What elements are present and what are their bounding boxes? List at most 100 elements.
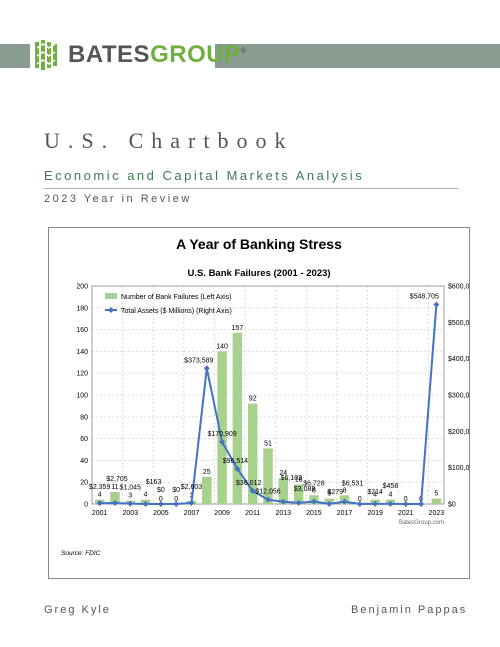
x-axis-tick: 2019 <box>367 510 383 517</box>
bar-data-label: 4 <box>144 492 148 499</box>
legend-label-failures: Number of Bank Failures (Left Axis) <box>121 294 232 301</box>
line-data-label: $6,728 <box>303 481 325 488</box>
left-axis-tick: 120 <box>76 371 88 378</box>
left-axis-tick: 180 <box>76 305 88 312</box>
chart-title: U.S. Bank Failures (2001 - 2023) <box>187 268 330 279</box>
left-axis-tick: 200 <box>76 284 88 291</box>
line-point-marker <box>372 500 379 507</box>
bar-data-label: 140 <box>216 343 228 350</box>
line-data-label: $2,359 <box>89 484 111 491</box>
legend-marker-assets <box>108 307 114 313</box>
line-data-label: $12,056 <box>255 489 280 496</box>
line-point-marker <box>326 500 333 507</box>
line-point-marker <box>157 501 164 507</box>
right-axis-tick: $400,000 <box>448 356 469 363</box>
line-data-label: $170,909 <box>207 431 236 438</box>
chart-headline: A Year of Banking Stress <box>176 236 342 252</box>
x-axis-tick: 2021 <box>398 510 414 517</box>
bank-failures-chart: A Year of Banking Stress U.S. Bank Failur… <box>61 236 477 557</box>
left-axis-tick: 40 <box>80 458 88 465</box>
x-axis-tick: 2007 <box>184 510 200 517</box>
line-data-label: $0 <box>172 487 180 494</box>
line-point-marker <box>111 500 118 507</box>
bar-data-label: 3 <box>128 493 132 500</box>
line-data-label: $3,088 <box>294 486 316 493</box>
line-point-marker <box>173 501 180 507</box>
right-axis-tick: $100,000 <box>448 465 469 472</box>
bar-data-label: 0 <box>358 496 362 503</box>
bar-data-label: 92 <box>249 396 257 403</box>
bar-failures <box>217 351 227 504</box>
bar-data-label: 5 <box>434 491 438 498</box>
line-point-marker <box>280 498 287 505</box>
line-data-label: $96,514 <box>223 458 248 465</box>
x-axis-tick: 2009 <box>214 510 230 517</box>
document-edition: 2023 Year in Review <box>44 193 192 205</box>
bar-failures <box>293 484 304 504</box>
document-title: U.S. Chartbook <box>44 128 294 153</box>
title-divider <box>44 188 458 189</box>
left-axis-tick: 60 <box>80 436 88 443</box>
chart-watermark: BatesGroup.com <box>399 520 444 526</box>
bar-failures <box>278 477 289 504</box>
line-point-marker <box>418 501 425 507</box>
line-data-label: $6,531 <box>342 481 364 488</box>
bar-failures <box>110 492 120 504</box>
bar-data-label: 4 <box>98 492 102 499</box>
line-point-marker <box>142 500 149 507</box>
line-point-marker <box>387 500 394 507</box>
line-point-marker <box>402 501 409 507</box>
bar-data-label: 5 <box>327 491 331 498</box>
x-axis-tick: 2001 <box>92 510 108 517</box>
logo-word-bates: BATES <box>68 41 151 68</box>
line-data-label: $279 <box>327 489 343 496</box>
line-data-label: $36,012 <box>236 480 261 487</box>
bar-data-label: 8 <box>312 487 316 494</box>
line-data-label: $548,705 <box>410 294 439 301</box>
left-axis-tick: 0 <box>84 502 88 509</box>
bar-failures <box>431 498 442 504</box>
bar-data-label: 11 <box>111 484 118 491</box>
bar-data-label: 8 <box>343 487 347 494</box>
bar-failures <box>202 476 212 504</box>
x-axis-tick: 2003 <box>122 510 138 517</box>
header-band-right <box>215 44 500 68</box>
right-axis-tick: $0 <box>448 502 456 509</box>
line-data-label: $1,045 <box>120 485 142 492</box>
logo-wordmark: BATESGROUP® <box>68 41 246 69</box>
header-band-left <box>0 44 30 68</box>
line-data-label: $2,603 <box>181 484 203 491</box>
bar-data-label: 18 <box>295 476 303 483</box>
right-axis-tick: $600,000 <box>448 284 469 291</box>
line-data-label: $458 <box>383 483 399 490</box>
line-point-marker <box>219 438 226 445</box>
author-left: Greg Kyle <box>44 604 111 616</box>
line-point-marker <box>265 496 271 503</box>
bates-logo-mark-icon <box>35 40 57 70</box>
line-data-label: $214 <box>367 489 383 496</box>
chart-source: Source: FDIC <box>61 550 101 557</box>
line-point-marker <box>249 487 256 494</box>
line-data-label: $2,705 <box>106 476 128 483</box>
bar-data-label: 157 <box>232 325 244 332</box>
left-axis-tick: 160 <box>76 327 88 334</box>
line-data-label: $0 <box>157 487 165 494</box>
bar-data-label: 51 <box>264 440 272 447</box>
line-data-label: $6,102 <box>281 475 303 482</box>
line-point-marker <box>341 498 348 505</box>
x-axis-tick: 2013 <box>276 510 292 517</box>
bar-data-label: 0 <box>174 496 178 503</box>
bar-data-label: 25 <box>203 469 211 476</box>
legend-label-assets: Total Assets ($ Millions) (Right Axis) <box>121 308 232 315</box>
x-axis-tick: 2015 <box>306 510 322 517</box>
logo-registered: ® <box>240 48 247 55</box>
line-point-marker <box>356 501 363 507</box>
bar-data-label: 0 <box>159 496 163 503</box>
line-point-marker <box>433 301 440 308</box>
bar-failures <box>247 403 258 504</box>
left-axis-tick: 80 <box>80 414 88 421</box>
x-axis-tick: 2023 <box>429 510 445 517</box>
x-axis-tick: 2005 <box>153 510 169 517</box>
bar-data-label: 4 <box>388 492 392 499</box>
x-axis-tick: 2011 <box>245 510 260 517</box>
